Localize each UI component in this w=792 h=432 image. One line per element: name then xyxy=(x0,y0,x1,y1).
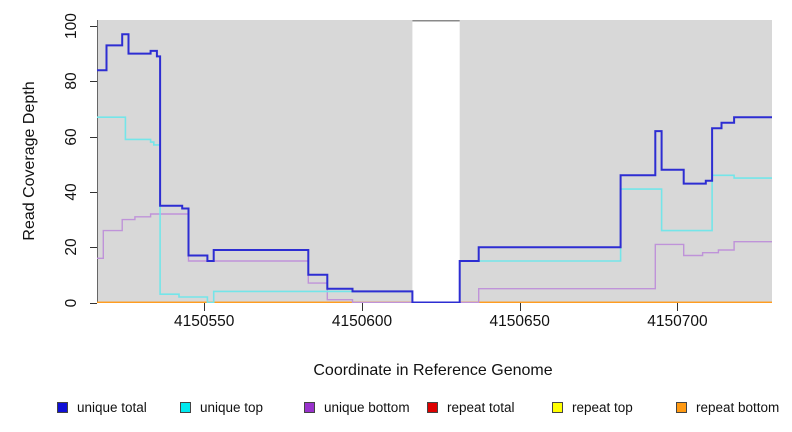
x-tick-label: 4150700 xyxy=(647,313,708,330)
x-tick-mark xyxy=(519,303,521,311)
y-tick-mark xyxy=(90,302,97,304)
x-tick-label: 4150550 xyxy=(174,313,235,330)
no-data-gap-band xyxy=(412,20,460,303)
y-tick-label-text: 100 xyxy=(63,13,80,39)
y-tick-label-text: 0 xyxy=(63,298,80,307)
coverage-step-chart xyxy=(97,20,772,303)
y-axis-title: Read Coverage Depth xyxy=(21,81,38,241)
legend-item: repeat total xyxy=(427,400,515,415)
x-tick-mark xyxy=(677,303,679,311)
plot-area xyxy=(97,20,772,303)
x-tick-label: 4150650 xyxy=(489,313,550,330)
legend-item: repeat top xyxy=(552,400,633,415)
y-tick-mark xyxy=(90,247,97,249)
legend-swatch-icon xyxy=(180,402,191,413)
y-tick-label-text: 80 xyxy=(63,72,80,90)
legend-item: unique total xyxy=(57,400,147,415)
legend-swatch-icon xyxy=(552,402,563,413)
x-axis-title: Coordinate in Reference Genome xyxy=(313,362,553,379)
legend-label: unique top xyxy=(200,400,264,415)
y-tick-mark xyxy=(90,26,97,27)
legend-item: unique top xyxy=(180,400,263,415)
x-tick-mark xyxy=(362,303,363,311)
legend-label: unique total xyxy=(77,400,147,415)
y-tick-label-text: 60 xyxy=(63,127,80,146)
legend-label: repeat total xyxy=(447,400,515,415)
legend-item: unique bottom xyxy=(304,400,410,415)
y-tick-label-text: 20 xyxy=(63,238,80,256)
series-line-unique-top xyxy=(97,116,772,303)
y-tick-label-text: 40 xyxy=(63,183,80,201)
y-tick-mark xyxy=(90,191,97,193)
legend-label: repeat bottom xyxy=(696,400,780,415)
legend-swatch-icon xyxy=(304,402,315,413)
legend: unique total unique top unique bottom repea… xyxy=(0,400,792,418)
legend-label: repeat top xyxy=(572,400,633,415)
x-tick-label: 4150600 xyxy=(331,313,393,330)
x-tick-mark xyxy=(204,303,206,311)
series-line-unique-bottom xyxy=(97,213,772,303)
legend-item: repeat bottom xyxy=(676,400,779,415)
legend-swatch-icon xyxy=(427,402,438,413)
series-line-unique-total xyxy=(97,33,772,303)
legend-swatch-icon xyxy=(676,402,687,413)
legend-label: unique bottom xyxy=(324,400,410,415)
y-tick-mark xyxy=(90,81,97,83)
legend-swatch-icon xyxy=(57,402,68,413)
y-tick-mark xyxy=(90,136,97,138)
